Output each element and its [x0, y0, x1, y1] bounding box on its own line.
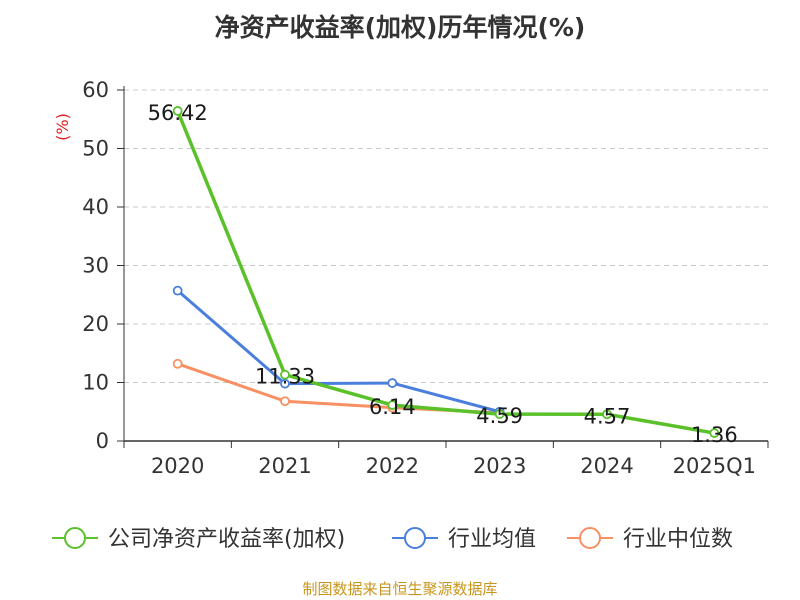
legend-swatch-marker — [404, 527, 426, 549]
y-tick-label: 0 — [96, 429, 109, 453]
data-label: 1.36 — [691, 423, 738, 447]
x-tick-label: 2024 — [580, 454, 633, 478]
y-tick-label: 20 — [82, 312, 109, 336]
source-note: 制图数据来自恒生聚源数据库 — [302, 580, 498, 598]
data-point-1 — [280, 369, 290, 380]
data-label: 4.57 — [584, 404, 631, 428]
data-label: 56.42 — [148, 101, 208, 125]
data-point-1 — [602, 409, 612, 420]
y-tick-label: 50 — [82, 137, 109, 161]
x-tick-label: 2023 — [473, 454, 526, 478]
legend-swatch-marker — [64, 527, 86, 549]
x-tick-label: 2022 — [366, 454, 419, 478]
data-point-2 — [387, 378, 398, 388]
data-point-2 — [280, 378, 290, 389]
x-tick-label: 2020 — [151, 454, 204, 478]
data-point-1 — [709, 428, 720, 438]
y-tick-label: 10 — [82, 371, 109, 395]
data-point-3 — [280, 396, 290, 407]
data-label: 11.33 — [255, 365, 315, 389]
chart-title: 净资产收益率(加权)历年情况(%) — [214, 13, 586, 42]
series-line-1 — [176, 110, 715, 435]
legend-label: 行业中位数 — [623, 527, 733, 552]
y-tick-label: 30 — [82, 254, 109, 278]
series-line-2 — [176, 289, 501, 414]
data-point-1 — [494, 409, 505, 420]
legend-swatch-marker — [579, 527, 601, 549]
data-label: 4.59 — [476, 404, 523, 428]
data-point-2 — [172, 285, 183, 296]
data-label: 6.14 — [369, 395, 416, 419]
y-tick-label: 40 — [82, 195, 109, 219]
legend-label: 公司净资产收益率(加权) — [108, 527, 345, 552]
y-tick-label: 60 — [82, 78, 109, 102]
data-point-1 — [387, 400, 398, 410]
data-point-1 — [172, 106, 183, 116]
x-tick-label: 2025Q1 — [673, 454, 756, 478]
data-point-3 — [172, 358, 183, 369]
y-axis-label: (%) — [53, 113, 72, 141]
legend-label: 行业均值 — [448, 527, 536, 552]
x-tick-label: 2021 — [258, 454, 311, 478]
